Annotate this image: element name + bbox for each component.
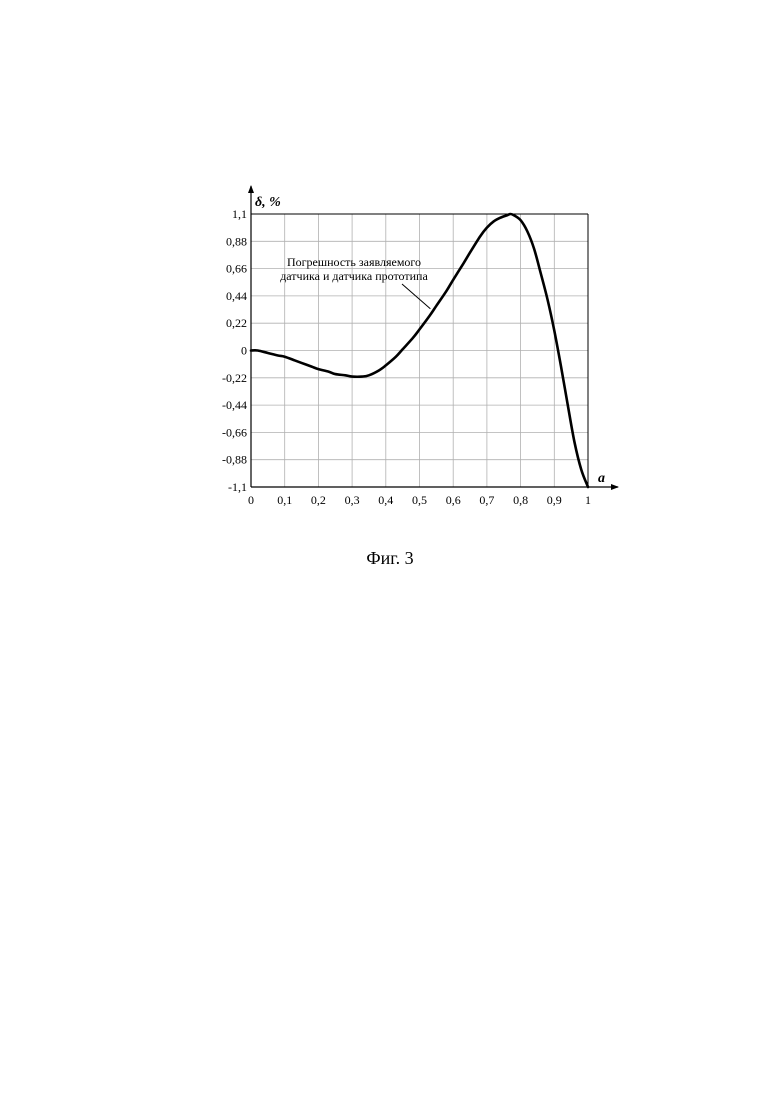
y-tick-label: -0,88	[222, 453, 247, 467]
y-tick-label: -0,22	[222, 371, 247, 385]
x-tick-label: 0,6	[446, 493, 461, 507]
annotation-text: Погрешность заявляемого	[287, 255, 421, 269]
x-tick-label: 0,8	[513, 493, 528, 507]
tick-labels: 0 0,1 0,2 0,3 0,4 0,5 0,6 0,7 0,8 0,9 1 1,1 0,88 0,66…	[222, 195, 605, 507]
x-axis-label: a	[598, 471, 605, 486]
y-tick-label: -0,66	[222, 425, 247, 439]
y-tick-label: -1,1	[228, 480, 247, 494]
y-tick-label: 0,88	[226, 234, 247, 248]
x-tick-label: 0,4	[378, 493, 393, 507]
x-tick-label: 0	[248, 493, 254, 507]
x-tick-label: 0,3	[345, 493, 360, 507]
annotation-leader-line	[402, 284, 430, 309]
x-tick-label: 0,2	[311, 493, 326, 507]
y-tick-label: 0,22	[226, 316, 247, 330]
annotation: Погрешность заявляемогодатчика и датчика…	[280, 255, 430, 309]
y-axis-label: δ, %	[255, 195, 281, 210]
annotation-text: датчика и датчика прототипа	[280, 269, 428, 283]
y-tick-label: 0	[241, 344, 247, 358]
chart: 0 0,1 0,2 0,3 0,4 0,5 0,6 0,7 0,8 0,9 1 1,1 0,88 0,66…	[0, 0, 780, 620]
x-tick-label: 1	[585, 493, 591, 507]
x-tick-label: 0,9	[547, 493, 562, 507]
y-tick-label: -0,44	[222, 398, 247, 412]
figure-caption: Фиг. 3	[0, 548, 780, 569]
y-tick-label: 0,66	[226, 262, 247, 276]
y-tick-label: 1,1	[232, 207, 247, 221]
x-tick-label: 0,7	[479, 493, 494, 507]
x-tick-label: 0,5	[412, 493, 427, 507]
axes	[251, 186, 618, 487]
y-tick-label: 0,44	[226, 289, 247, 303]
x-tick-label: 0,1	[277, 493, 292, 507]
